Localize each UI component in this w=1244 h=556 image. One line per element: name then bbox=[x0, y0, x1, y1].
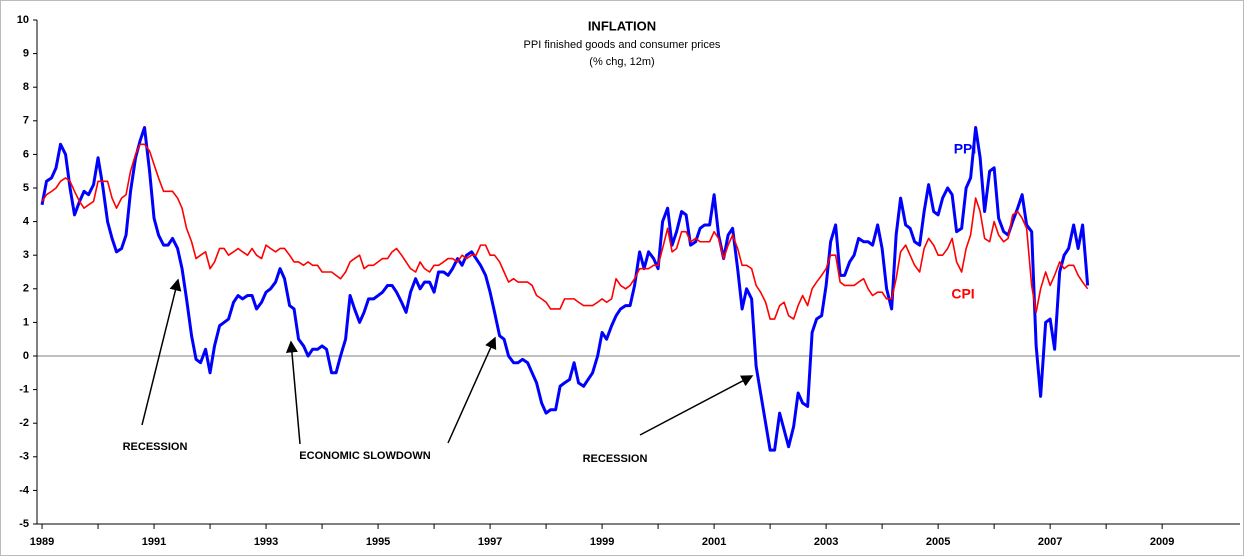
x-tick-label: 1989 bbox=[30, 536, 54, 548]
chart-subtitle: (% chg, 12m) bbox=[589, 56, 654, 68]
x-tick-label: 1993 bbox=[254, 536, 278, 548]
x-tick-label: 2007 bbox=[1038, 536, 1062, 548]
x-tick-label: 2001 bbox=[702, 536, 726, 548]
y-tick-label: 1 bbox=[23, 316, 29, 328]
y-tick-label: 10 bbox=[17, 14, 29, 26]
y-tick-label: 2 bbox=[23, 283, 29, 295]
y-tick-label: 0 bbox=[23, 350, 29, 362]
x-tick-label: 1999 bbox=[590, 536, 614, 548]
y-tick-label: -3 bbox=[19, 451, 29, 463]
y-tick-label: 7 bbox=[23, 115, 29, 127]
annotation-arrow bbox=[285, 340, 301, 445]
y-tick-label: -5 bbox=[19, 518, 29, 530]
x-tick-label: 1995 bbox=[366, 536, 390, 548]
annotation: RECESSION bbox=[123, 441, 188, 453]
series-label: CPI bbox=[951, 286, 974, 302]
y-tick-label: -1 bbox=[19, 384, 29, 396]
x-tick-label: 2005 bbox=[926, 536, 950, 548]
series-label: PPI bbox=[954, 141, 977, 157]
x-tick-label: 2009 bbox=[1150, 536, 1174, 548]
annotation-arrow bbox=[639, 375, 754, 436]
series-line bbox=[40, 126, 1090, 452]
x-tick-label: 2003 bbox=[814, 536, 838, 548]
y-tick-label: -2 bbox=[19, 417, 29, 429]
chart-title: INFLATION bbox=[588, 18, 656, 33]
chart-subtitle: PPI finished goods and consumer prices bbox=[524, 39, 721, 51]
y-tick-label: 8 bbox=[23, 81, 29, 93]
annotation: RECESSION bbox=[583, 453, 648, 465]
y-tick-label: 6 bbox=[23, 148, 29, 160]
y-tick-label: 4 bbox=[23, 216, 30, 228]
y-tick-label: -4 bbox=[19, 484, 30, 496]
y-tick-label: 5 bbox=[23, 182, 29, 194]
series-line bbox=[41, 143, 1089, 320]
annotation-arrow bbox=[141, 278, 182, 426]
y-tick-label: 9 bbox=[23, 48, 29, 60]
y-tick-label: 3 bbox=[23, 249, 29, 261]
x-tick-label: 1991 bbox=[142, 536, 166, 548]
annotation: ECONOMIC SLOWDOWN bbox=[299, 450, 430, 462]
x-tick-label: 1997 bbox=[478, 536, 502, 548]
annotation-arrow bbox=[447, 336, 497, 444]
